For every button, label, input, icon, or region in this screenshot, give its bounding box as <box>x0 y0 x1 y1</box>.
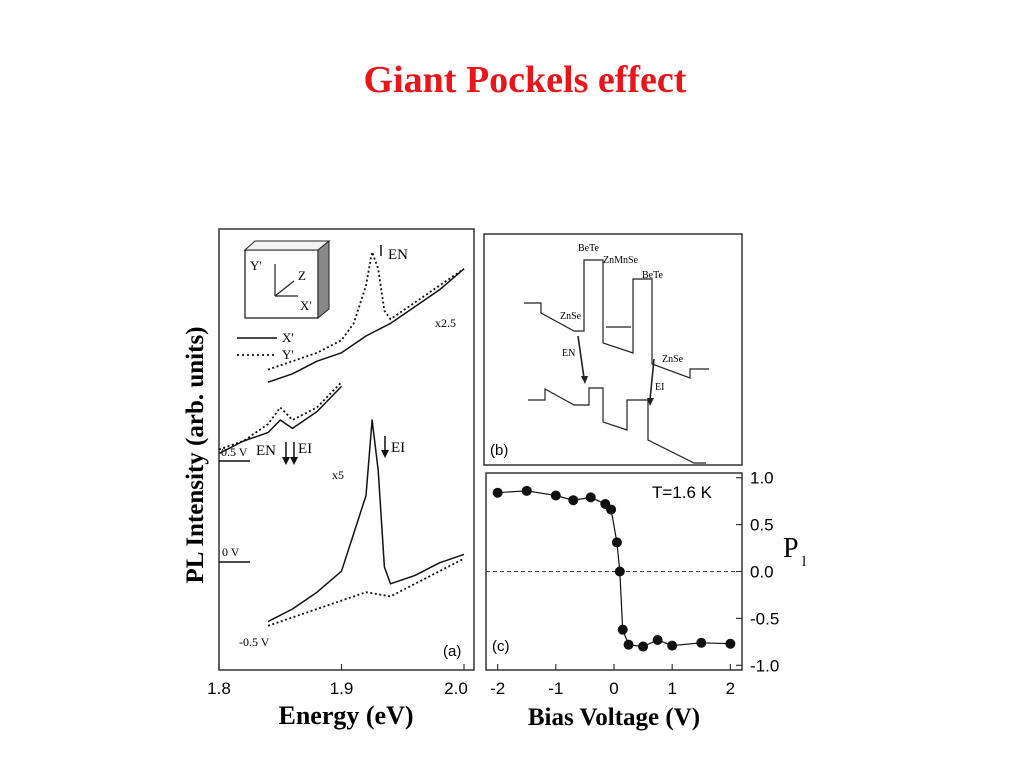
panel-c-xlabel: Bias Voltage (V) <box>528 704 700 731</box>
arrowhead-ei-mid <box>290 457 298 465</box>
panel-c-y-tick-label: -1.0 <box>750 656 779 675</box>
arrowhead-en-b <box>581 376 588 384</box>
panel-a-x-tick-label: 2.0 <box>444 679 468 698</box>
polarization-point <box>550 490 561 501</box>
polarization-point <box>521 485 532 496</box>
panel-c-ylabel-subscript: l <box>802 554 806 570</box>
panel-b-label: (b) <box>490 442 508 459</box>
polarization-point <box>492 487 503 498</box>
bias-label-0V: 0 V <box>222 545 240 559</box>
polarization-point <box>606 504 617 515</box>
panel-a-xlabel: Energy (eV) <box>278 701 413 730</box>
polarization-point <box>623 639 634 650</box>
label-znse-right: ZnSe <box>662 354 684 365</box>
inset-label-x: X' <box>300 298 312 313</box>
panel-a-x-tick-label: 1.9 <box>330 679 354 698</box>
bias-label-neg0.5V: -0.5 V <box>239 635 270 649</box>
annotation-ei-main: EI <box>391 440 405 456</box>
label-znmnse: ZnMnSe <box>603 255 639 266</box>
valence-band <box>528 387 706 464</box>
polarization-point <box>614 566 625 577</box>
annotation-en-top: EN <box>388 247 408 263</box>
polarization-point <box>667 640 678 651</box>
label-bete-left: BeTe <box>578 243 600 254</box>
inset-label-z: Z <box>298 268 306 283</box>
panel-a-x-ticks: 1.8 1.9 2.0 <box>207 664 468 698</box>
scale-x2.5: x2.5 <box>435 316 456 330</box>
transition-ei <box>649 358 655 401</box>
panel-c-x-tick-label: 2 <box>726 679 735 698</box>
panel-c-y-tick-label: 0.5 <box>750 516 774 535</box>
polarization-point <box>617 624 628 635</box>
panel-a-x-tick-label: 1.8 <box>207 679 231 698</box>
panel-a-curves <box>218 251 465 627</box>
polarization-point <box>652 634 663 645</box>
panel-c-y-tick-label: 1.0 <box>750 469 774 488</box>
panel-a-annotations: EN EN EI EI x2.5 x5 (a) <box>256 245 461 660</box>
inset-label-y: Y' <box>250 258 262 273</box>
arrowhead-ei-b <box>647 398 654 406</box>
polarization-point <box>638 641 649 652</box>
spectrum-yprime-5 <box>267 557 465 627</box>
legend-label-y: Y' <box>282 347 294 362</box>
label-ei-b: EI <box>655 382 664 393</box>
annotation-ei-mid: EI <box>298 441 312 457</box>
label-znse-left: ZnSe <box>560 311 582 322</box>
panel-a: 1.8 1.9 2.0 Energy (eV) PL Intensity (arb.… <box>182 228 475 730</box>
polarization-point <box>725 638 736 649</box>
panel-a-legend: X' Y' <box>237 330 294 362</box>
panel-c-y-tick-label: -0.5 <box>750 609 779 628</box>
polarization-point <box>696 637 707 648</box>
spectrum-xprime-4 <box>267 419 465 623</box>
panel-c-label: (c) <box>492 638 510 655</box>
panel-c-plot <box>492 485 736 652</box>
panel-c-x-tick-label: 1 <box>667 679 676 698</box>
axes-inset: Y' Z X' <box>243 239 331 320</box>
arrowhead-ei-main <box>381 450 389 458</box>
panel-c-ylabel: P <box>783 533 799 564</box>
panel-b-frame <box>483 233 743 466</box>
band-diagram <box>524 259 709 464</box>
panel-c-x-tick-label: -2 <box>490 679 505 698</box>
panel-b: BeTe ZnMnSe BeTe ZnSe ZnSe EN EI (b) <box>483 233 743 466</box>
label-en-b: EN <box>562 348 575 359</box>
panel-c-y-ticks: 1.0 0.5 0.0 -0.5 -1.0 <box>736 469 779 675</box>
conduction-band <box>524 259 709 379</box>
polarization-point <box>585 492 596 503</box>
inset-top-face <box>243 240 331 251</box>
inset-side-face <box>317 239 330 320</box>
spectrum-yprime-3 <box>218 381 343 451</box>
spectrum-xprime-0 <box>267 268 465 383</box>
scale-x5: x5 <box>332 468 344 482</box>
temperature-annotation: T=1.6 K <box>652 483 713 502</box>
panel-a-ylabel: PL Intensity (arb. units) <box>182 327 209 584</box>
polarization-line <box>497 490 731 648</box>
panel-c-x-ticks: -2 -1 0 1 2 <box>490 664 735 698</box>
slide-title: Giant Pockels effect <box>363 59 687 101</box>
inset-z-axis <box>274 280 295 297</box>
panel-a-label: (a) <box>443 643 461 660</box>
polarization-point <box>611 537 622 548</box>
transition-en <box>577 335 585 379</box>
label-bete-right: BeTe <box>642 270 664 281</box>
panel-c-x-tick-label: 0 <box>609 679 618 698</box>
panel-c-x-tick-label: -1 <box>548 679 563 698</box>
annotation-en-mid: EN <box>256 443 276 459</box>
panel-c: -2 -1 0 1 2 1.0 0.5 0.0 -0.5 -1.0 T=1.6 K (c) Bi… <box>485 469 806 731</box>
polarization-point <box>568 495 579 506</box>
spectrum-xprime-2 <box>218 385 343 455</box>
panel-a-frame <box>218 228 475 671</box>
arrowhead-en-mid <box>282 457 290 465</box>
legend-label-x: X' <box>282 330 294 345</box>
panel-c-y-tick-label: 0.0 <box>750 563 774 582</box>
